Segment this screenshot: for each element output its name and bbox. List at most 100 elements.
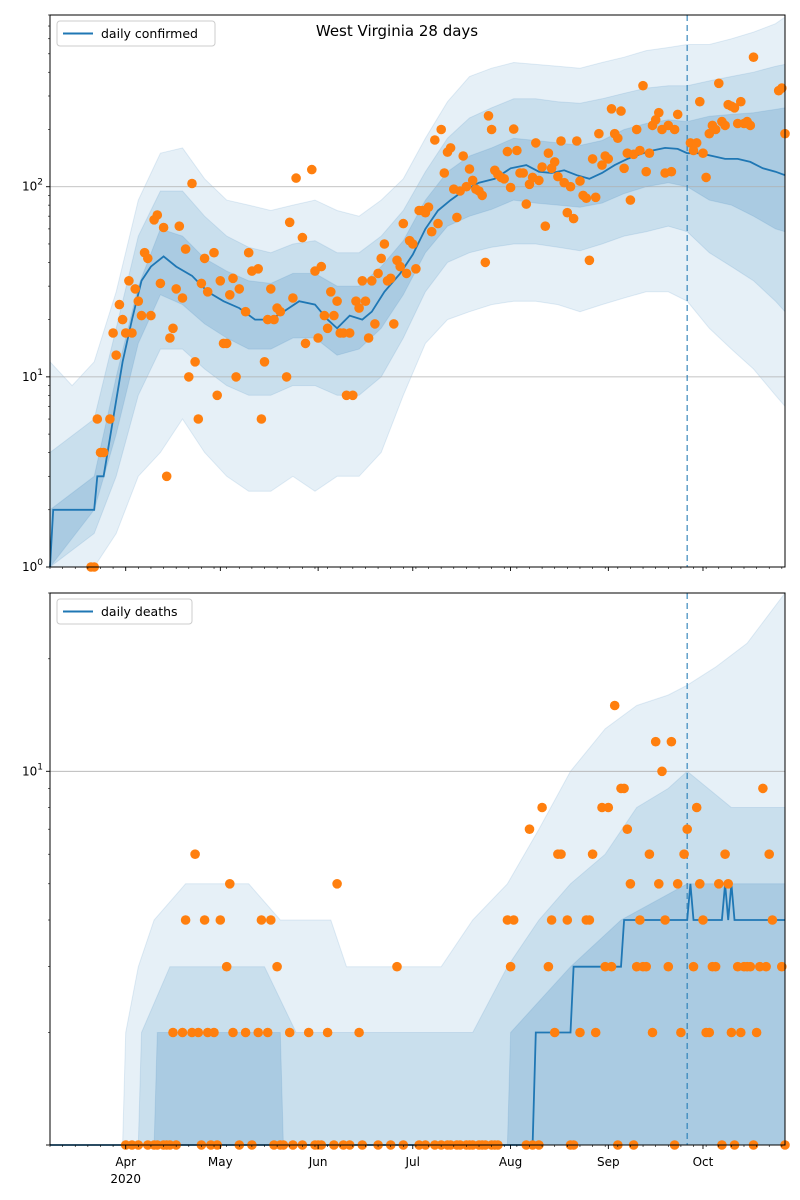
data-point	[370, 319, 380, 329]
data-point	[307, 164, 317, 175]
data-point	[537, 802, 547, 813]
data-point	[430, 135, 440, 145]
data-point	[161, 471, 172, 482]
data-point	[401, 268, 412, 279]
data-point	[603, 154, 614, 164]
data-point	[669, 124, 680, 135]
data-point	[269, 314, 279, 325]
data-point	[221, 338, 232, 349]
data-point	[184, 372, 194, 382]
data-point	[326, 287, 336, 297]
x-tick-label: May	[208, 1155, 233, 1169]
data-point	[761, 961, 771, 972]
data-point	[363, 333, 374, 343]
data-point	[590, 192, 601, 203]
data-point	[587, 849, 598, 859]
data-point	[225, 290, 235, 300]
data-point	[373, 268, 383, 279]
data-point	[534, 175, 544, 186]
data-point	[688, 961, 699, 972]
legend-label: daily deaths	[101, 604, 178, 619]
data-point	[467, 175, 478, 186]
data-point	[531, 138, 541, 148]
data-point	[723, 879, 733, 889]
data-point	[638, 80, 648, 91]
data-point	[240, 1027, 251, 1038]
data-point	[209, 1027, 219, 1038]
deaths-legend: daily deaths	[56, 598, 193, 625]
data-point	[505, 961, 516, 972]
data-point	[199, 253, 210, 264]
data-point	[243, 247, 254, 258]
data-point	[691, 802, 702, 813]
data-point	[666, 736, 677, 747]
data-point	[736, 96, 746, 107]
data-point	[297, 232, 308, 243]
data-point	[584, 915, 595, 925]
data-point	[549, 157, 560, 167]
data-point	[745, 120, 756, 131]
data-point	[433, 218, 443, 229]
data-point	[111, 350, 121, 361]
data-point	[543, 961, 554, 972]
data-point	[562, 915, 573, 925]
deaths-x-ticks: Apr May Jun Jul Aug Sep Oct 2020	[49, 1145, 783, 1186]
deaths-y-ticks: 101	[22, 592, 50, 1146]
data-point	[152, 210, 163, 220]
data-point	[758, 783, 768, 794]
data-point	[714, 879, 724, 889]
data-point	[215, 915, 226, 925]
data-point	[704, 1027, 715, 1038]
data-point	[584, 255, 595, 266]
data-point	[748, 52, 759, 62]
data-point	[777, 83, 787, 93]
data-point	[367, 276, 377, 286]
data-point	[329, 310, 339, 321]
data-point	[480, 257, 491, 268]
axes-frame	[49, 14, 786, 568]
data-point	[676, 1027, 686, 1038]
x-tick-label: Apr	[115, 1155, 136, 1169]
data-point	[609, 700, 620, 711]
data-point	[196, 278, 207, 289]
data-point	[672, 879, 683, 889]
data-point	[594, 128, 604, 139]
data-point	[644, 148, 655, 158]
data-point	[253, 1027, 263, 1038]
data-point	[644, 849, 655, 859]
data-point	[452, 212, 462, 223]
data-point	[641, 961, 651, 972]
data-point	[266, 915, 276, 925]
data-point	[436, 124, 447, 135]
data-point	[303, 1027, 314, 1038]
data-point	[590, 1027, 601, 1038]
data-point	[710, 124, 721, 135]
data-point	[212, 390, 222, 401]
data-point	[344, 328, 355, 338]
data-point	[124, 276, 134, 286]
data-point	[423, 202, 434, 212]
data-point	[556, 849, 566, 859]
data-point	[300, 338, 311, 349]
confirmed-series	[49, 15, 790, 572]
data-point	[180, 244, 191, 254]
data-point	[411, 264, 421, 274]
data-point	[606, 104, 617, 114]
data-point	[635, 915, 645, 925]
axes-frame	[49, 592, 786, 1146]
data-point	[155, 278, 166, 289]
data-point	[631, 124, 642, 135]
data-point	[575, 176, 585, 186]
data-point	[332, 296, 342, 307]
deaths-frame	[49, 592, 786, 1146]
data-point	[688, 145, 699, 156]
data-point	[389, 319, 399, 329]
data-point	[143, 253, 153, 264]
data-point	[395, 261, 406, 272]
data-point	[477, 190, 488, 201]
data-point	[426, 226, 437, 237]
data-point	[360, 296, 371, 307]
data-point	[524, 824, 535, 834]
data-point	[575, 1027, 585, 1038]
